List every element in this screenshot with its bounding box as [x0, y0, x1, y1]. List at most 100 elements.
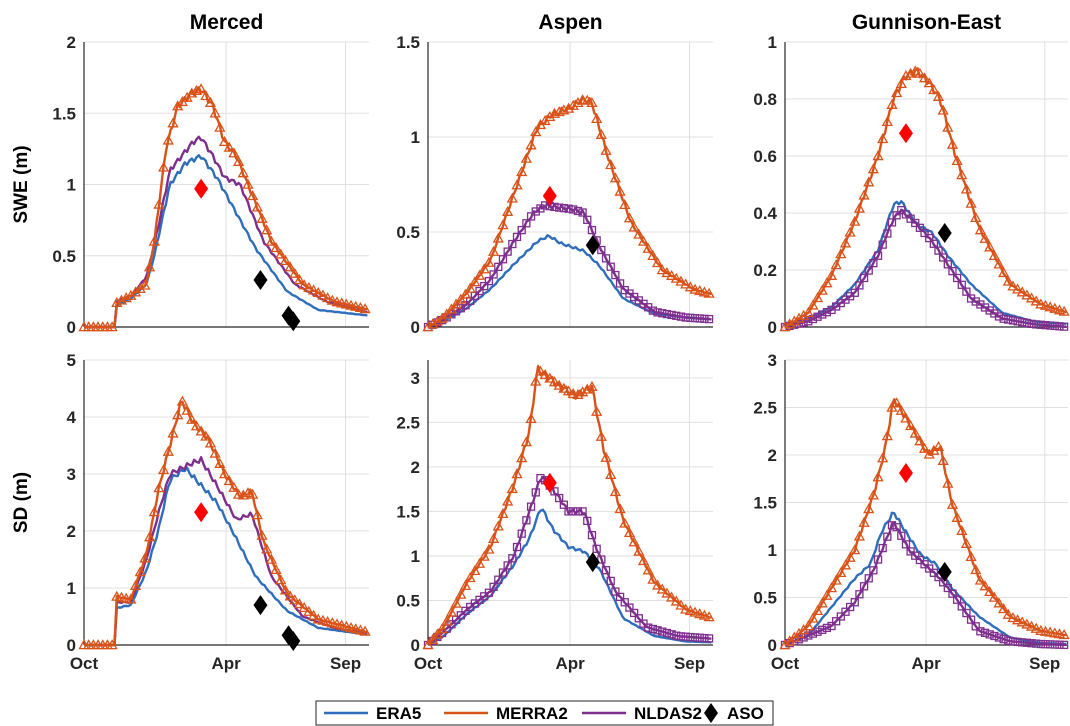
- point-nldas2: [508, 239, 517, 249]
- point-merra2: [143, 531, 156, 542]
- point-merra2: [336, 297, 348, 308]
- point-merra2: [905, 420, 917, 431]
- point-nldas2: [695, 633, 704, 642]
- point-merra2: [473, 557, 486, 568]
- point-nldas2: [850, 598, 859, 607]
- point-aso: [286, 631, 301, 652]
- y-tick-label: 2: [67, 33, 76, 52]
- point-merra2: [223, 475, 235, 486]
- point-merra2: [445, 303, 458, 314]
- point-merra2: [835, 566, 847, 578]
- point-aso: [253, 595, 268, 616]
- panel-r1c1: 0 0.5 1 1.5 2 2.5 3 Oct Apr Sep: [396, 360, 715, 673]
- point-merra2: [350, 623, 362, 634]
- point-nldas2: [929, 568, 939, 577]
- y-tick-label: 1: [67, 176, 76, 195]
- point-merra2: [619, 198, 631, 210]
- y-tick-label: 2: [768, 446, 777, 465]
- point-merra2: [172, 409, 184, 420]
- point-merra2: [450, 298, 462, 309]
- point-nldas2: [883, 229, 892, 238]
- series-line-era5: [84, 466, 368, 647]
- point-merra2: [960, 537, 973, 549]
- point-merra2: [609, 172, 622, 183]
- point-merra2: [825, 582, 838, 593]
- point-merra2: [628, 536, 640, 547]
- point-merra2: [572, 388, 584, 399]
- x-tick-label: Oct: [414, 654, 443, 673]
- y-tick-label: 0.5: [396, 591, 420, 610]
- point-merra2: [661, 587, 673, 598]
- point-merra2: [251, 201, 263, 212]
- point-merra2: [275, 248, 287, 259]
- y-tick-label: 0.4: [753, 204, 777, 223]
- point-merra2: [684, 605, 696, 616]
- point-merra2: [863, 176, 875, 187]
- point-nldas2: [976, 627, 985, 636]
- point-merra2: [816, 597, 828, 608]
- point-merra2: [779, 321, 791, 332]
- point-nldas2: [695, 314, 704, 323]
- point-nldas2: [564, 204, 573, 213]
- point-merra2: [478, 550, 490, 561]
- point-merra2: [242, 487, 254, 498]
- point-merra2: [120, 292, 132, 303]
- x-tick-label: Apr: [211, 654, 241, 673]
- point-merra2: [427, 318, 439, 329]
- point-merra2: [492, 520, 504, 531]
- point-nldas2: [503, 247, 512, 256]
- point-nldas2: [517, 529, 526, 538]
- point-merra2: [247, 488, 259, 499]
- point-nldas2: [883, 532, 892, 541]
- point-merra2: [312, 286, 324, 298]
- point-aso: [937, 222, 952, 243]
- point-nldas2: [1059, 640, 1069, 650]
- point-merra2: [483, 543, 495, 554]
- point-nldas2: [887, 218, 897, 227]
- point-nldas2: [550, 487, 559, 496]
- point-merra2: [506, 192, 518, 203]
- point-merra2: [190, 84, 203, 95]
- point-merra2: [441, 615, 453, 626]
- point-merra2: [134, 566, 146, 577]
- point-nldas2: [480, 281, 489, 291]
- point-nldas2: [999, 634, 1008, 644]
- point-nldas2: [1055, 640, 1064, 649]
- point-nldas2: [611, 587, 620, 596]
- point-merra2: [698, 609, 711, 620]
- point-nldas2: [855, 281, 864, 290]
- point-merra2: [998, 267, 1010, 278]
- point-merra2: [965, 197, 977, 208]
- point-merra2: [450, 597, 462, 608]
- point-nldas2: [822, 308, 832, 317]
- legend-entry-aso: ASO: [704, 703, 764, 723]
- point-merra2: [265, 553, 278, 564]
- point-merra2: [680, 603, 692, 614]
- point-merra2: [595, 128, 607, 139]
- reference-point: [898, 463, 913, 484]
- point-nldas2: [952, 595, 962, 604]
- y-tick-label: 0.6: [753, 147, 777, 166]
- point-nldas2: [962, 608, 971, 618]
- point-nldas2: [1041, 321, 1050, 330]
- point-nldas2: [897, 205, 906, 215]
- point-nldas2: [606, 576, 615, 586]
- y-tick-label: 4: [67, 408, 77, 427]
- point-merra2: [237, 489, 249, 500]
- point-merra2: [951, 154, 963, 166]
- point-merra2: [798, 309, 810, 320]
- point-merra2: [359, 625, 371, 636]
- point-merra2: [525, 139, 537, 150]
- point-nldas2: [601, 566, 611, 575]
- point-merra2: [1049, 302, 1061, 313]
- point-nldas2: [994, 633, 1004, 642]
- point-nldas2: [676, 312, 686, 321]
- point-merra2: [993, 258, 1005, 269]
- point-merra2: [909, 65, 921, 76]
- point-merra2: [614, 185, 626, 196]
- point-nldas2: [1050, 640, 1059, 649]
- point-merra2: [270, 563, 282, 575]
- point-nldas2: [475, 286, 484, 296]
- point-merra2: [1058, 628, 1070, 640]
- point-nldas2: [615, 279, 625, 288]
